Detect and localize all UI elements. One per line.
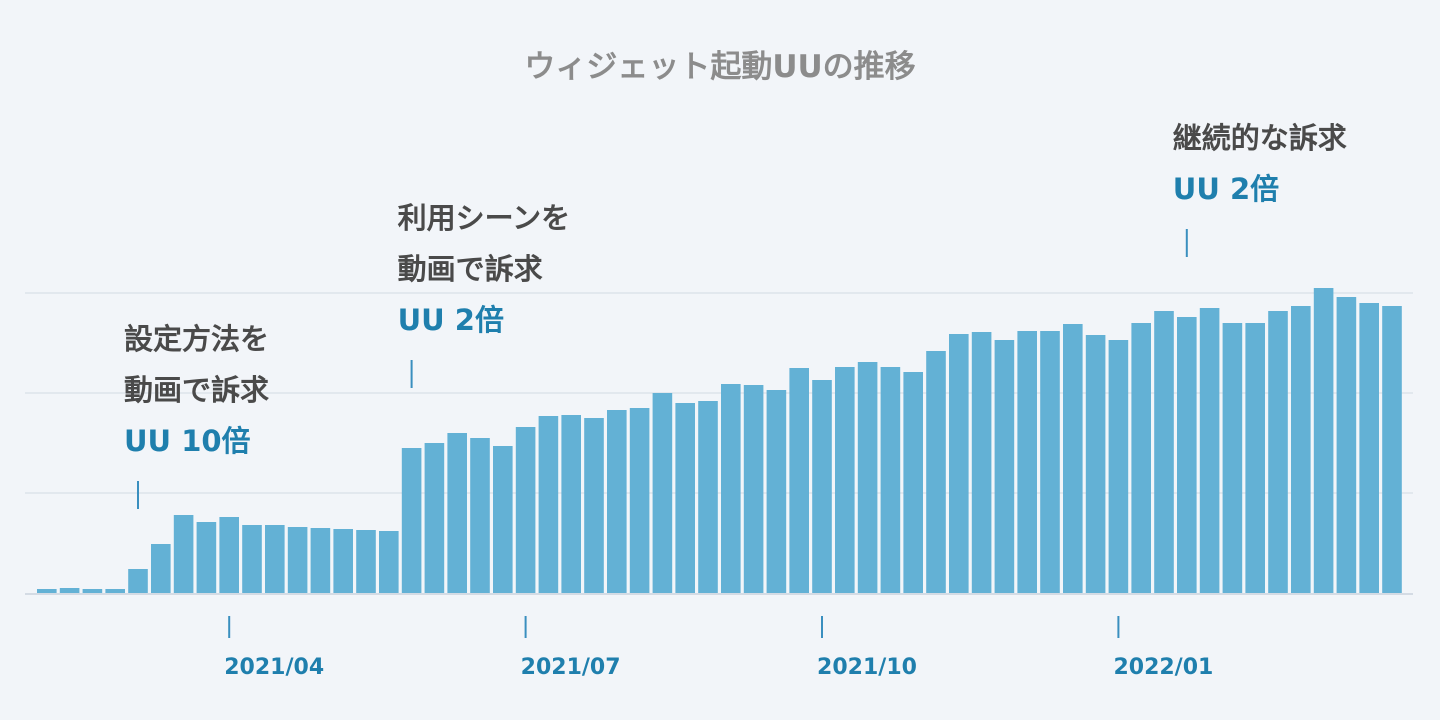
- bar: [789, 368, 809, 593]
- bar: [766, 390, 787, 593]
- bar: [1017, 331, 1037, 593]
- bar: [219, 517, 239, 593]
- bar: [59, 588, 80, 593]
- bar: [82, 589, 103, 593]
- bar: [1222, 323, 1243, 593]
- x-tick-label: 2022/01: [1113, 655, 1213, 680]
- bar: [151, 544, 171, 593]
- bar: [561, 415, 581, 593]
- bar: [698, 401, 718, 593]
- bar: [1313, 288, 1334, 593]
- bar: [356, 530, 376, 593]
- bar: [196, 522, 217, 593]
- x-tick-label: 2021/07: [521, 655, 621, 680]
- bar: [721, 384, 741, 593]
- bar: [675, 403, 695, 593]
- bar: [971, 332, 992, 593]
- bar: [629, 408, 650, 593]
- bar: [401, 448, 422, 593]
- bar: [949, 334, 969, 593]
- bar: [493, 446, 513, 593]
- bar: [926, 351, 946, 593]
- bar: [652, 393, 673, 593]
- bar: [835, 367, 855, 593]
- bar: [1199, 308, 1220, 593]
- x-tick-label: 2021/04: [224, 655, 324, 680]
- annotation-value: UU 2倍: [1173, 172, 1279, 206]
- bar: [1040, 331, 1060, 593]
- bar: [447, 433, 467, 593]
- bar: [173, 515, 194, 593]
- bar: [1268, 311, 1288, 593]
- bar: [424, 443, 445, 593]
- bar: [743, 385, 764, 593]
- bar: [379, 531, 399, 593]
- bar: [584, 418, 604, 593]
- annotation-label: 利用シーンを: [398, 201, 571, 235]
- bar: [265, 525, 285, 593]
- bar: [128, 569, 148, 593]
- chart-title: ウィジェット起動UUの推移: [524, 49, 915, 85]
- x-axis: 2021/04 2021/07 2021/10 2022/01: [224, 616, 1213, 680]
- bar: [1359, 303, 1379, 593]
- annotation-label: 動画で訴求: [124, 373, 269, 407]
- bar: [1131, 323, 1151, 593]
- bar: [1108, 340, 1129, 593]
- bar: [515, 427, 536, 593]
- bar: [105, 589, 125, 593]
- annotation-label: 設定方法を: [124, 322, 269, 356]
- bar: [812, 380, 832, 593]
- bar: [1154, 311, 1174, 593]
- bar: [1245, 323, 1265, 593]
- x-tick-label: 2021/10: [817, 655, 917, 680]
- bar: [470, 438, 490, 593]
- bar: [607, 410, 627, 593]
- bar: [1085, 335, 1106, 593]
- bar: [1177, 317, 1197, 593]
- bar: [310, 528, 331, 593]
- bar: [538, 416, 559, 593]
- bar: [1291, 306, 1311, 593]
- bar: [242, 525, 262, 593]
- annotation-label: 動画で訴求: [398, 252, 543, 286]
- bars: [37, 288, 1402, 593]
- bar: [1063, 324, 1083, 593]
- annotation-value: UU 10倍: [124, 424, 251, 458]
- bar: [1382, 306, 1402, 593]
- bar: [1336, 297, 1357, 593]
- bar: [994, 340, 1015, 593]
- bar: [903, 372, 923, 593]
- annotation-label: 継続的な訴求: [1173, 121, 1347, 155]
- bar: [37, 589, 57, 593]
- bar: [880, 367, 901, 593]
- bar: [287, 527, 308, 593]
- bar: [333, 529, 353, 593]
- annotation-value: UU 2倍: [398, 303, 504, 337]
- bar: [857, 362, 878, 593]
